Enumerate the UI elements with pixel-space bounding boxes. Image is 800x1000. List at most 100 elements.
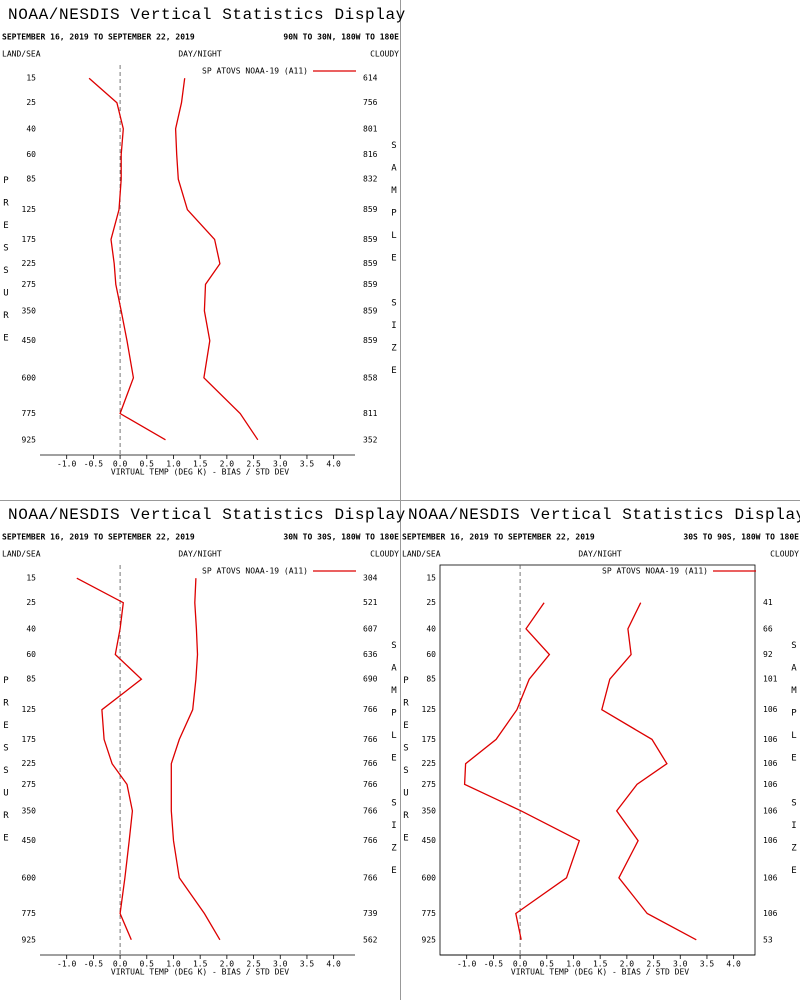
date-range: SEPTEMBER 16, 2019 TO SEPTEMBER 22, 2019 xyxy=(2,533,195,542)
cloudy-label: CLOUDY xyxy=(370,550,399,559)
sample-size: 859 xyxy=(363,336,378,345)
x-tick-label: -0.5 xyxy=(484,960,503,969)
x-tick-label: -1.0 xyxy=(57,460,76,469)
sample-size: 766 xyxy=(363,873,378,882)
x-tick-label: 2.5 xyxy=(246,460,261,469)
sample-size: 53 xyxy=(763,935,773,944)
pressure-label: 25 xyxy=(26,98,36,107)
panel-title: NOAA/NESDIS Vertical Statistics Display xyxy=(8,506,406,524)
pressure-label: 450 xyxy=(22,836,37,845)
sample-size: 739 xyxy=(363,909,378,918)
x-tick-label: -0.5 xyxy=(84,460,103,469)
legend-label: SP ATOVS NOAA-19 (A11) xyxy=(202,567,308,576)
pressure-label: 15 xyxy=(426,574,436,583)
land-sea-label: LAND/SEA xyxy=(2,550,41,559)
pressure-label: 275 xyxy=(22,280,37,289)
panel-title: NOAA/NESDIS Vertical Statistics Display xyxy=(8,6,406,24)
pressure-label: 85 xyxy=(26,675,36,684)
pressure-label: 25 xyxy=(26,598,36,607)
sample-size: 607 xyxy=(363,624,378,633)
profile-line xyxy=(174,78,259,441)
x-tick-label: 4.0 xyxy=(726,960,741,969)
x-tick-label: 1.0 xyxy=(566,960,581,969)
sample-size: 106 xyxy=(763,705,778,714)
profile-line xyxy=(601,602,697,941)
sample-size: 766 xyxy=(363,759,378,768)
sample-size: 106 xyxy=(763,836,778,845)
pressure-label: 85 xyxy=(426,675,436,684)
pressure-label: 15 xyxy=(26,574,36,583)
x-axis-title: VIRTUAL TEMP (DEG K) - BIAS / STD DEV xyxy=(111,468,289,477)
x-tick-label: 2.0 xyxy=(220,960,235,969)
x-tick-label: 0.0 xyxy=(513,960,528,969)
region: 30N TO 30S, 180W TO 180E xyxy=(283,533,399,542)
sample-size: 66 xyxy=(763,624,773,633)
sample-size: 636 xyxy=(363,650,378,659)
sample-size: 811 xyxy=(363,409,378,418)
sample-size: 92 xyxy=(763,650,773,659)
pressure-label: 15 xyxy=(26,74,36,83)
x-tick-label: 2.0 xyxy=(620,960,635,969)
pressure-label: 600 xyxy=(22,373,37,382)
x-tick-label: 3.5 xyxy=(700,960,715,969)
pressure-label: 40 xyxy=(26,124,36,133)
pressure-label: 225 xyxy=(422,759,437,768)
x-tick-label: 2.5 xyxy=(246,960,261,969)
pressure-label: 25 xyxy=(426,598,436,607)
x-tick-label: 0.0 xyxy=(113,960,128,969)
profile-line xyxy=(463,602,581,940)
pressure-label: 175 xyxy=(22,735,37,744)
sample-size: 766 xyxy=(363,705,378,714)
sample-size: 106 xyxy=(763,759,778,768)
x-tick-label: 0.5 xyxy=(140,460,155,469)
x-tick-label: 1.0 xyxy=(166,960,181,969)
x-axis-title: VIRTUAL TEMP (DEG K) - BIAS / STD DEV xyxy=(111,968,289,977)
pressure-label: 225 xyxy=(22,259,37,268)
sample-size: 521 xyxy=(363,598,378,607)
pressure-label: 125 xyxy=(22,205,37,214)
cloudy-label: CLOUDY xyxy=(370,50,399,59)
pressure-label: 450 xyxy=(22,336,37,345)
x-tick-label: 1.5 xyxy=(193,960,208,969)
sample-size: 766 xyxy=(363,806,378,815)
date-range: SEPTEMBER 16, 2019 TO SEPTEMBER 22, 2019 xyxy=(402,533,595,542)
pressure-label: 175 xyxy=(422,735,437,744)
x-tick-label: 0.5 xyxy=(140,960,155,969)
sample-size: 816 xyxy=(363,150,378,159)
profile-line xyxy=(76,577,143,941)
pressure-label: 60 xyxy=(26,650,36,659)
pressure-label: 600 xyxy=(422,873,437,882)
sample-size: 106 xyxy=(763,735,778,744)
pressure-label: 350 xyxy=(422,806,437,815)
profile-line xyxy=(88,77,166,441)
y-axis-title: PRESSURE xyxy=(1,676,11,856)
sample-size: 832 xyxy=(363,175,378,184)
sample-size: 859 xyxy=(363,280,378,289)
legend-label: SP ATOVS NOAA-19 (A11) xyxy=(602,567,708,576)
pressure-label: 275 xyxy=(22,780,37,789)
sample-size: 766 xyxy=(363,836,378,845)
y2-axis-title: SAMPLE SIZE xyxy=(389,641,399,889)
sample-size: 858 xyxy=(363,373,378,382)
pressure-label: 225 xyxy=(22,759,37,768)
pressure-label: 60 xyxy=(426,650,436,659)
land-sea-label: LAND/SEA xyxy=(2,50,41,59)
sample-size: 801 xyxy=(363,124,378,133)
pressure-label: 125 xyxy=(22,705,37,714)
x-tick-label: 1.5 xyxy=(593,960,608,969)
x-tick-label: 3.0 xyxy=(273,960,288,969)
sample-size: 614 xyxy=(363,74,378,83)
x-tick-label: 1.5 xyxy=(193,460,208,469)
x-tick-label: 0.5 xyxy=(540,960,555,969)
region: 30S TO 90S, 180W TO 180E xyxy=(683,533,799,542)
day-night-label: DAY/NIGHT xyxy=(178,50,222,59)
day-night-label: DAY/NIGHT xyxy=(178,550,222,559)
sample-size: 859 xyxy=(363,306,378,315)
sample-size: 562 xyxy=(363,935,378,944)
y2-axis-title: SAMPLE SIZE xyxy=(789,641,799,889)
pressure-label: 275 xyxy=(422,780,437,789)
sample-size: 41 xyxy=(763,598,773,607)
pressure-label: 125 xyxy=(422,705,437,714)
pressure-label: 925 xyxy=(22,935,37,944)
